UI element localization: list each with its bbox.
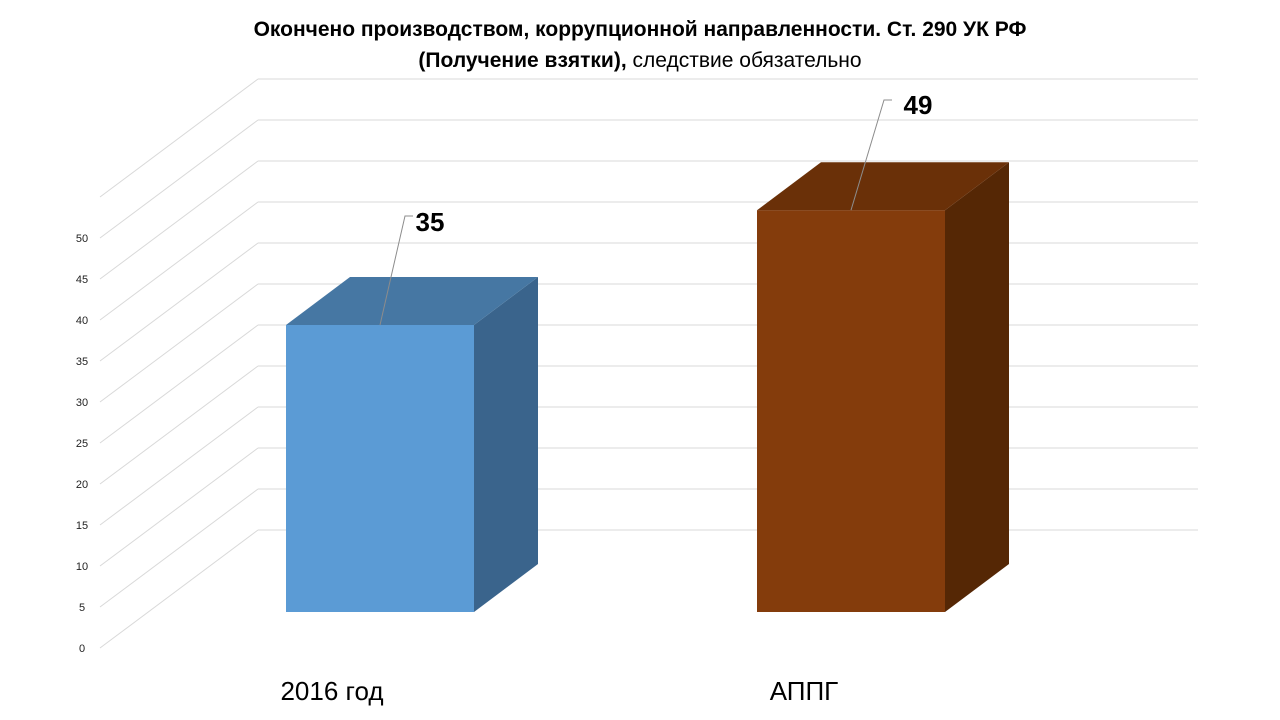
gridline-diagonal: [99, 283, 259, 403]
gridline-diagonal: [99, 242, 259, 362]
chart-title: Окончено производством, коррупционной на…: [0, 14, 1280, 76]
y-tick-label: 15: [76, 520, 88, 532]
bar-top: [286, 277, 538, 325]
y-tick-label: 0: [79, 643, 85, 655]
y-tick-label: 5: [79, 602, 85, 614]
gridline-diagonal: [99, 406, 259, 526]
labels: 35 2016 год 49 АППГ: [280, 90, 932, 706]
gridline-diagonal: [99, 447, 259, 567]
gridline-diagonal: [99, 160, 259, 280]
bar-side: [945, 162, 1009, 612]
bars: [286, 162, 1009, 612]
y-axis-ticks: 0 5 10 15 20 25 30 35 40 45 50: [76, 233, 88, 655]
gridline-diagonal: [99, 529, 259, 649]
gridline-diagonal: [99, 324, 259, 444]
leader-lines: [379, 99, 892, 326]
category-label: 2016 год: [280, 676, 383, 706]
gridline-diagonal: [99, 488, 259, 608]
y-tick-label: 10: [76, 561, 88, 573]
y-tick-label: 25: [76, 438, 88, 450]
data-label-leader: [379, 215, 413, 326]
gridline-diagonal: [99, 201, 259, 321]
y-tick-label: 45: [76, 274, 88, 286]
gridline-diagonal: [99, 365, 259, 485]
bar-front: [757, 210, 945, 612]
data-label-leader: [850, 99, 892, 211]
data-label: 35: [416, 207, 445, 237]
y-tick-label: 35: [76, 356, 88, 368]
grid-layer: [99, 78, 1198, 649]
y-tick-label: 50: [76, 233, 88, 245]
gridline-diagonal: [99, 119, 259, 239]
chart-title-line2: (Получение взятки), следствие обязательн…: [0, 45, 1280, 76]
bar-1: [286, 277, 538, 612]
chart-title-line2-bold: (Получение взятки),: [418, 49, 627, 72]
y-tick-label: 40: [76, 315, 88, 327]
bar-top: [757, 162, 1009, 211]
bar-2: [757, 162, 1009, 612]
y-tick-label: 30: [76, 397, 88, 409]
bar-side: [474, 277, 538, 612]
bar-front: [286, 325, 474, 612]
data-label: 49: [904, 90, 933, 120]
y-tick-label: 20: [76, 479, 88, 491]
chart-title-line1: Окончено производством, коррупционной на…: [253, 18, 1027, 41]
gridline-diagonal: [99, 78, 259, 198]
category-label: АППГ: [770, 676, 839, 706]
chart-title-line2-normal: следствие обязательно: [632, 49, 862, 72]
